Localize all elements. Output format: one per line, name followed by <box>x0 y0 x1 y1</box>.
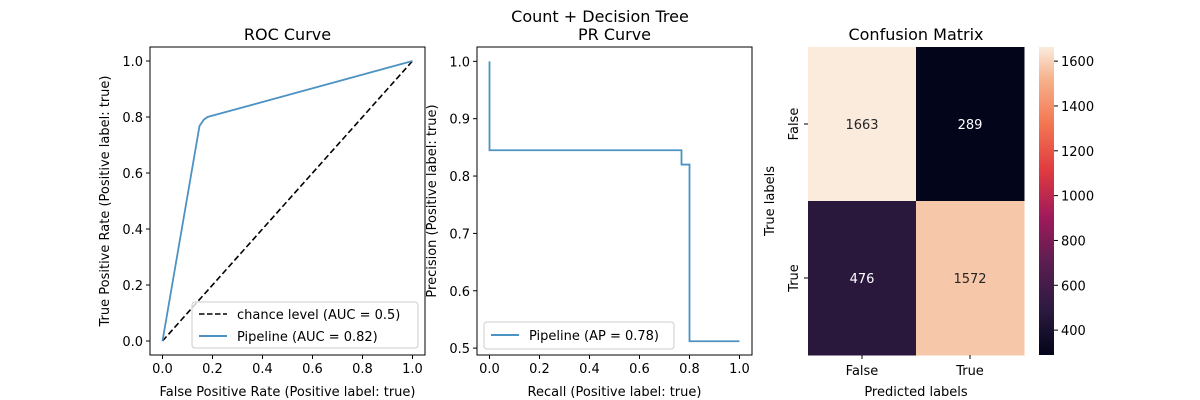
pr-y-tick-label: 0.7 <box>449 227 470 242</box>
roc-panel: ROC Curve 0.0 0.2 0.4 0.6 0.8 1.0 0.00.20.40.… <box>98 25 426 400</box>
roc-title: ROC Curve <box>244 25 331 44</box>
pr-y-tick-label: 0.5 <box>449 342 470 357</box>
pr-axes-frame <box>476 46 753 356</box>
cm-cell <box>808 47 917 202</box>
cm-panel: Confusion Matrix 1663 289 476 1572 False Tru… <box>763 25 1094 400</box>
cm-y-axis-label: True labels <box>763 166 778 237</box>
pr-title: PR Curve <box>578 25 651 44</box>
cm-y-tick-label: False <box>787 108 802 141</box>
cm-cell <box>916 201 1025 356</box>
cm-x-tick-label: True <box>955 364 984 379</box>
pr-x-ticks: 0.0 0.2 0.4 0.6 0.8 1.0 <box>479 355 750 377</box>
roc-y-tick-label: 0.0 <box>122 335 143 350</box>
roc-x-axis-label: False Positive Rate (Positive label: tru… <box>160 385 416 400</box>
roc-chance-line <box>161 60 414 342</box>
pr-x-tick-label: 0.4 <box>579 362 600 377</box>
figure-suptitle: Count + Decision Tree <box>511 7 689 26</box>
roc-x-tick-label: 0.4 <box>252 362 273 377</box>
cm-x-axis-label: Predicted labels <box>864 385 968 400</box>
pr-pipeline-line <box>488 61 740 343</box>
cm-colorbar-tick-label: 1400 <box>1061 100 1094 115</box>
cm-cell-value: 289 <box>958 118 983 133</box>
cm-cell-value: 476 <box>850 272 875 287</box>
cm-colorbar-tick-label: 1200 <box>1061 145 1094 160</box>
pr-panel: PR Curve 0.0 0.2 0.4 0.6 0.8 1.0 0.5 0.6 0.7 0.8… <box>425 25 753 400</box>
cm-x-tick-label: False <box>846 364 879 379</box>
cm-cell <box>916 47 1025 202</box>
cm-colorbar-tick-label: 1000 <box>1061 190 1094 205</box>
pr-x-axis-label: Recall (Positive label: true) <box>528 385 702 400</box>
roc-x-ticks: 0.0 0.2 0.4 0.6 0.8 1.0 <box>152 355 423 377</box>
pr-y-tick-label: 1.0 <box>449 55 470 70</box>
cm-ticks: False True False True <box>787 108 984 379</box>
pr-x-tick-label: 1.0 <box>729 362 750 377</box>
roc-x-tick-label: 0.6 <box>302 362 323 377</box>
cm-colorbar <box>1039 47 1054 355</box>
roc-axes-frame <box>149 46 426 356</box>
pr-y-tick-label: 0.6 <box>449 285 470 300</box>
roc-x-tick-label: 1.0 <box>402 362 423 377</box>
cm-colorbar-tick-label: 400 <box>1061 324 1086 339</box>
cm-cell-value: 1572 <box>953 272 986 287</box>
cm-colorbar-tick-label: 800 <box>1061 234 1086 249</box>
roc-x-tick-label: 0.8 <box>352 362 373 377</box>
pr-plot-area <box>488 61 740 343</box>
roc-y-tick-label: 0.4 <box>122 223 143 238</box>
roc-y-tick-label: 0.8 <box>122 111 143 126</box>
cm-colorbar-tick-label: 600 <box>1061 279 1086 294</box>
pr-legend-box <box>483 321 675 350</box>
roc-y-tick-label: 0.6 <box>122 167 143 182</box>
pr-y-tick-label: 0.8 <box>449 170 470 185</box>
pr-x-tick-label: 0.6 <box>629 362 650 377</box>
pr-x-tick-label: 0.8 <box>679 362 700 377</box>
roc-legend-pipeline-label: Pipeline (AUC = 0.82) <box>237 330 378 345</box>
cm-cell-value: 1663 <box>845 118 878 133</box>
roc-y-axis-label: True Positive Rate (Positive label: true… <box>98 76 113 328</box>
pr-y-tick-label: 0.9 <box>449 113 470 128</box>
pr-y-axis-label: Precision (Positive label: true) <box>425 104 440 297</box>
cm-colorbar-tick-label: 1600 <box>1061 55 1094 70</box>
roc-legend-chance-label: chance level (AUC = 0.5) <box>237 308 400 323</box>
pr-legend-pipeline-label: Pipeline (AP = 0.78) <box>529 329 659 344</box>
cm-y-tick-label: True <box>787 264 802 293</box>
roc-pipeline-line <box>161 60 413 342</box>
roc-plot-area <box>161 60 414 342</box>
pr-y-ticks: 0.5 0.6 0.7 0.8 0.9 1.0 <box>449 55 477 357</box>
roc-x-tick-label: 0.2 <box>202 362 223 377</box>
roc-legend-box <box>191 301 419 349</box>
roc-x-tick-label: 0.0 <box>152 362 173 377</box>
roc-y-tick-label: 1.0 <box>122 55 143 70</box>
roc-y-ticks: 0.0 0.2 0.4 0.6 0.8 1.0 <box>122 55 150 350</box>
cm-cell <box>808 201 917 356</box>
cm-title: Confusion Matrix <box>848 25 983 44</box>
pr-x-tick-label: 0.0 <box>479 362 500 377</box>
cm-colorbar-ticks: 400 600 800 1000 1200 1400 1600 <box>1054 55 1094 339</box>
cm-cells: 1663 289 476 1572 <box>808 47 1025 356</box>
roc-legend: chance level (AUC = 0.5) Pipeline (AUC =… <box>191 301 419 349</box>
roc-y-tick-label: 0.2 <box>122 279 143 294</box>
pr-legend: Pipeline (AP = 0.78) <box>483 321 675 350</box>
pr-x-tick-label: 0.2 <box>529 362 550 377</box>
